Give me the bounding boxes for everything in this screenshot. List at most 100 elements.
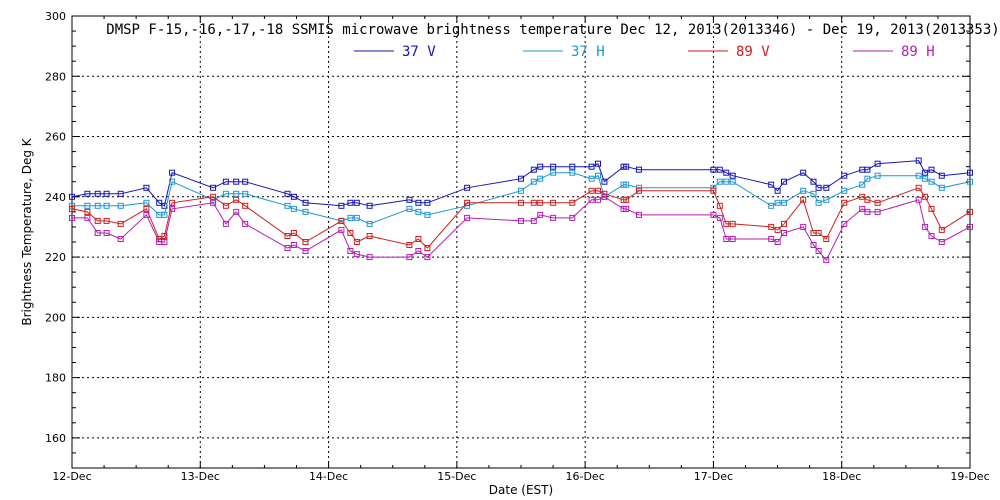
data-point — [729, 172, 736, 179]
data-point — [169, 169, 176, 176]
data-point — [915, 196, 922, 203]
data-point — [103, 230, 110, 236]
data-point — [347, 214, 354, 221]
grid-lines — [72, 16, 970, 468]
data-point — [290, 242, 297, 248]
data-point — [810, 242, 817, 248]
data-point — [550, 163, 557, 170]
data-point — [774, 187, 781, 194]
data-point — [353, 239, 360, 245]
data-point — [774, 226, 781, 233]
data-point — [588, 187, 595, 194]
data-point — [143, 205, 150, 212]
data-point — [781, 199, 787, 206]
data-point — [210, 199, 217, 206]
data-point — [823, 196, 830, 203]
y-tick-label: 280 — [45, 70, 66, 83]
data-point — [864, 208, 871, 215]
data-point — [922, 223, 929, 230]
data-point — [710, 187, 717, 194]
data-point — [424, 245, 431, 251]
legend-label: 37 H — [571, 44, 605, 60]
data-point — [915, 172, 922, 179]
data-point — [781, 220, 787, 227]
data-point — [800, 196, 807, 203]
data-point — [233, 178, 240, 185]
data-point — [406, 254, 413, 261]
data-point — [967, 208, 973, 215]
data-point — [161, 211, 168, 218]
data-point — [922, 175, 929, 182]
data-point — [841, 172, 848, 179]
data-point — [347, 199, 354, 206]
data-point — [800, 169, 807, 176]
data-point — [210, 193, 217, 200]
data-point — [530, 178, 537, 185]
data-point — [636, 187, 642, 194]
data-point — [424, 211, 431, 218]
data-point — [161, 233, 168, 239]
data-point — [518, 217, 524, 224]
data-point — [117, 236, 124, 242]
data-point — [915, 157, 922, 164]
data-point — [729, 236, 736, 242]
x-tick-label: 19-Dec — [950, 470, 989, 483]
data-point — [464, 184, 471, 191]
data-point — [938, 239, 945, 245]
data-point — [774, 239, 781, 245]
data-point — [284, 233, 291, 239]
data-point — [347, 230, 354, 236]
data-point — [723, 178, 730, 185]
data-point — [595, 196, 601, 203]
series-37-v — [69, 157, 973, 209]
data-point — [569, 199, 576, 206]
data-point — [233, 208, 240, 215]
data-point — [774, 199, 781, 206]
data-point — [864, 196, 871, 203]
data-point — [716, 166, 723, 173]
data-point — [69, 193, 75, 200]
data-point — [103, 190, 110, 197]
data-point — [222, 202, 229, 209]
data-point — [69, 202, 75, 209]
data-point — [915, 184, 922, 191]
data-point — [347, 248, 354, 254]
data-point — [210, 184, 217, 191]
data-point — [623, 181, 630, 188]
data-point — [242, 190, 249, 197]
data-point — [69, 205, 75, 212]
data-point — [143, 184, 150, 191]
data-point — [290, 205, 297, 212]
data-point — [729, 220, 736, 227]
data-point — [222, 178, 229, 185]
data-point — [781, 178, 787, 185]
data-point — [353, 251, 360, 258]
x-tick-label: 16-Dec — [566, 470, 605, 483]
data-point — [723, 220, 730, 227]
data-point — [636, 211, 642, 218]
data-point — [103, 202, 110, 209]
data-point — [768, 181, 775, 188]
y-tick-label: 260 — [45, 131, 66, 144]
data-point — [874, 160, 881, 167]
data-point — [406, 205, 413, 212]
y-tick-label: 300 — [45, 10, 66, 23]
data-point — [94, 230, 101, 236]
data-point — [922, 169, 929, 176]
series-89-h — [69, 193, 973, 264]
data-point — [716, 178, 723, 185]
data-point — [464, 199, 471, 206]
data-point — [415, 199, 422, 206]
data-point — [242, 202, 249, 209]
data-point — [117, 202, 124, 209]
data-point — [874, 199, 881, 206]
data-point — [768, 202, 775, 209]
data-point — [569, 169, 576, 176]
y-tick-label: 180 — [45, 372, 66, 385]
series-line — [71, 187, 971, 249]
data-point — [424, 199, 431, 206]
data-point — [723, 169, 730, 176]
data-point — [636, 166, 642, 173]
data-point — [588, 196, 595, 203]
data-point — [103, 217, 110, 224]
